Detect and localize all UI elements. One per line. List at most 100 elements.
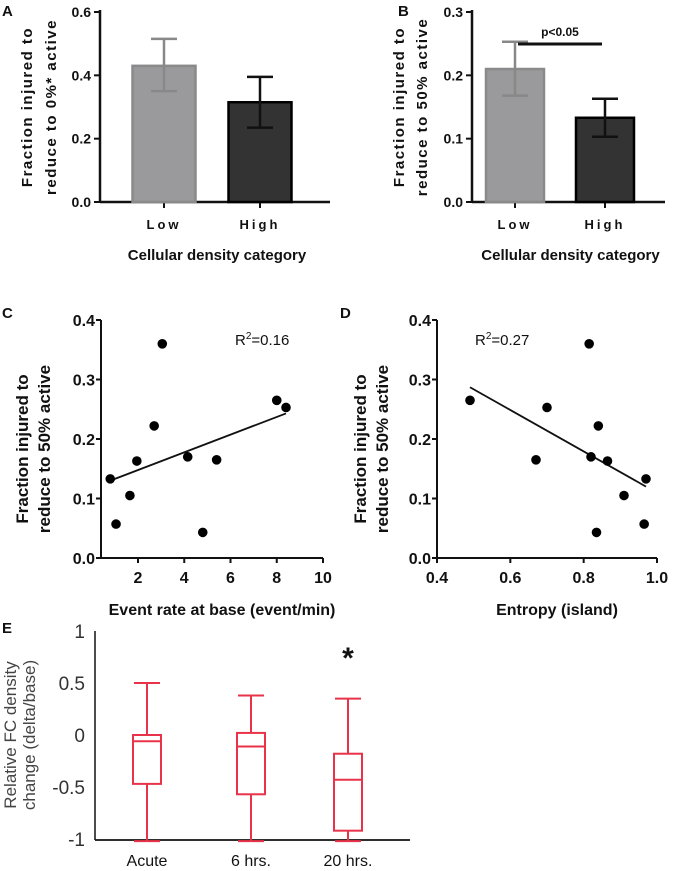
y-tick-label: -0.5 (52, 778, 85, 799)
y-axis-label-line2: reduce to 50% active (35, 365, 54, 533)
data-point (639, 519, 649, 529)
y-tick-label: 0.5 (59, 674, 85, 695)
x-axis-label: Entropy (island) (496, 602, 618, 619)
y-axis-label-line2: reduce to 50% active (414, 18, 431, 196)
y-axis-label-line2: reduce to 0%* active (43, 19, 60, 195)
panel-A (94, 10, 330, 208)
data-point (465, 395, 475, 406)
x-tick-label: 4 (180, 570, 189, 587)
panel-label-C: C (2, 305, 13, 322)
y-tick-label: 0.0 (72, 194, 92, 210)
data-point (542, 402, 552, 413)
y-axis-label-line1: Fraction injured to (351, 374, 370, 523)
r2-superscript: 2 (486, 331, 492, 342)
data-point (182, 452, 193, 462)
significance-asterisk: * (342, 642, 354, 675)
y-axis-label-line1: Fraction injured to (13, 374, 32, 523)
data-point (586, 452, 596, 462)
y-tick-label: 0.3 (409, 373, 431, 390)
panel-D: R2=0.27 (432, 319, 658, 563)
r-squared-annotation: R2=0.16 (235, 331, 289, 349)
y-axis-label-line1: Relative FC density (1, 661, 20, 809)
y-tick-label: 0.0 (409, 551, 431, 568)
y-tick-label: 0.4 (73, 313, 95, 330)
x-tick-label: 0.4 (426, 570, 448, 587)
x-tick-label: Low (498, 217, 533, 232)
x-axis-label: Cellular density category (481, 247, 660, 264)
box (333, 752, 363, 832)
y-tick-label: 0.4 (72, 67, 92, 83)
y-tick-label: 0 (74, 726, 85, 747)
panel-C: R2=0.16 (96, 319, 324, 563)
data-point (281, 402, 291, 413)
r-squared-annotation: R2=0.27 (475, 331, 529, 349)
panel-label-D: D (340, 305, 351, 322)
box (132, 734, 162, 785)
y-tick-label: -1 (68, 830, 85, 851)
data-point (593, 421, 604, 431)
y-tick-label: 0.2 (409, 432, 431, 449)
panel-B (466, 10, 665, 208)
r2-value: =0.27 (491, 332, 529, 349)
panel-label-B: B (398, 3, 409, 20)
panel-label-A: A (2, 3, 13, 20)
x-tick-label: 0.6 (499, 570, 521, 587)
data-point (157, 339, 168, 349)
x-tick-label: Acute (127, 853, 168, 870)
significance-label: p<0.05 (541, 25, 579, 39)
r2-label: R (235, 332, 246, 349)
x-tick-label: 6 (226, 570, 235, 587)
r2-superscript: 2 (246, 331, 252, 342)
y-tick-label: 0.2 (72, 131, 92, 147)
y-tick-label: 0.3 (444, 4, 464, 20)
data-point (602, 456, 613, 466)
y-tick-label: 0.0 (444, 194, 464, 210)
y-axis-label-line2: reduce to 50% active (373, 365, 392, 533)
data-point (591, 527, 602, 538)
data-point (531, 455, 541, 465)
x-tick-label: 1.0 (646, 570, 668, 587)
data-point (149, 421, 159, 431)
y-tick-label: 0.2 (73, 432, 95, 449)
data-point (197, 527, 208, 538)
r2-value: =0.16 (251, 332, 289, 349)
y-tick-label: 0.1 (409, 492, 431, 509)
x-tick-label: 0.8 (573, 570, 595, 587)
box (236, 731, 266, 796)
x-tick-label: 6 hrs. (231, 853, 271, 870)
x-tick-label: 20 hrs. (324, 853, 373, 870)
y-tick-label: 0.1 (444, 131, 464, 147)
data-point (211, 455, 222, 465)
y-tick-label: 0.3 (73, 373, 95, 390)
x-tick-label: 10 (314, 570, 332, 587)
data-point (105, 474, 116, 484)
data-point (271, 395, 282, 406)
fit-line (469, 386, 647, 488)
data-point (641, 474, 651, 484)
y-axis-label-line1: Fraction injured to (19, 27, 36, 187)
data-point (132, 456, 142, 466)
r2-label: R (475, 332, 486, 349)
y-tick-label: 1 (74, 622, 85, 643)
data-point (125, 490, 135, 501)
y-tick-label: 0.1 (73, 492, 95, 509)
y-tick-label: 0.4 (409, 313, 431, 330)
data-point (584, 339, 594, 349)
x-axis-label: Event rate at base (event/min) (109, 602, 336, 619)
panel-E (94, 631, 410, 843)
y-tick-label: 0.6 (72, 4, 92, 20)
x-tick-label: High (240, 217, 281, 232)
x-axis-label: Cellular density category (128, 247, 307, 264)
panel-label-E: E (2, 620, 12, 637)
x-tick-label: 8 (272, 570, 281, 587)
x-tick-label: Low (147, 217, 182, 232)
data-point (619, 490, 629, 501)
x-tick-label: High (585, 217, 626, 232)
fit-line (109, 412, 287, 482)
data-point (111, 519, 121, 529)
x-tick-label: 2 (134, 570, 143, 587)
y-tick-label: 0.2 (444, 67, 464, 83)
y-axis-label-line1: Fraction injured to (391, 27, 408, 187)
y-axis-label-line2: change (delta/base) (20, 660, 39, 810)
